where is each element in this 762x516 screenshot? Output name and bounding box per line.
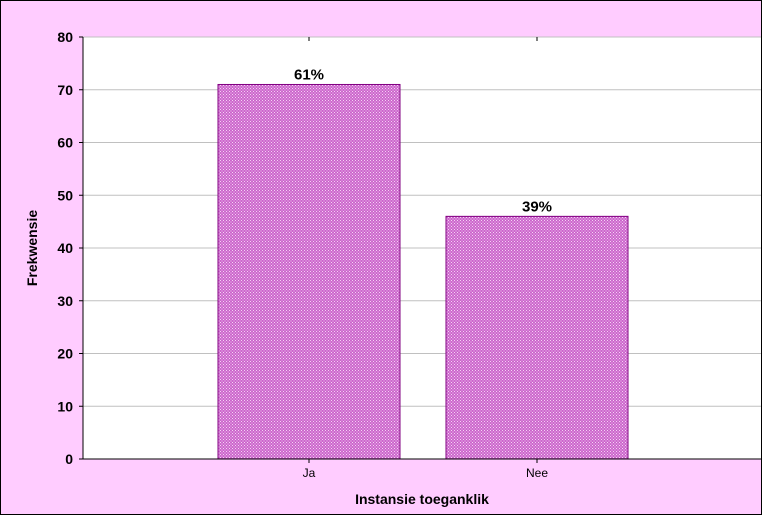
y-tick-labels: 0 10 20 30 40 50 60 70 80	[57, 29, 83, 467]
data-label: 39%	[522, 198, 552, 215]
y-tick-label: 10	[57, 398, 73, 414]
x-tick-label: Nee	[526, 466, 548, 480]
data-label: 61%	[294, 66, 324, 83]
y-tick-label: 0	[65, 451, 73, 467]
y-tick-label: 70	[57, 82, 73, 98]
y-tick-label: 60	[57, 135, 73, 151]
bar-ja	[218, 84, 400, 459]
y-tick-label: 40	[57, 240, 73, 256]
y-tick-label: 80	[57, 29, 73, 45]
x-tick-label: Ja	[303, 466, 316, 480]
bar-nee	[446, 216, 628, 459]
x-axis-title: Instansie toeganklik	[355, 491, 489, 507]
y-tick-label: 20	[57, 346, 73, 362]
y-tick-label: 50	[57, 187, 73, 203]
y-tick-label: 30	[57, 293, 73, 309]
y-axis-title: Frekwensie	[24, 210, 40, 286]
